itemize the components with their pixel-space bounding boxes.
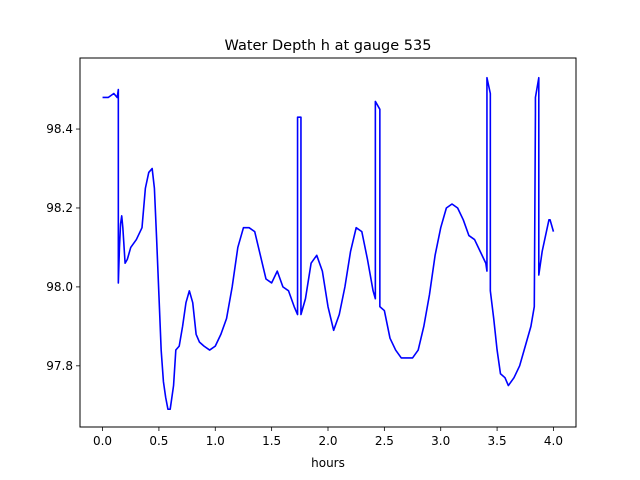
- y-axis: 97.8 98.0 98.2 98.4: [46, 122, 80, 373]
- x-axis: 0.0 0.5 1.0 1.5 2.0 2.5 3.0 3.5 4.0: [93, 427, 563, 448]
- y-tick-label: 98.2: [46, 201, 73, 215]
- y-tick-label: 97.8: [46, 359, 73, 373]
- x-tick-label: 4.0: [544, 434, 563, 448]
- x-tick-label: 3.0: [431, 434, 450, 448]
- x-axis-label: hours: [311, 456, 345, 470]
- x-tick-label: 0.0: [93, 434, 112, 448]
- y-tick-label: 98.4: [46, 122, 73, 136]
- x-tick-label: 2.0: [318, 434, 337, 448]
- series-line: [102, 76, 555, 411]
- plot-area: [79, 57, 577, 428]
- y-tick-label: 98.0: [46, 280, 73, 294]
- x-tick-label: 3.5: [488, 434, 507, 448]
- chart-title: Water Depth h at gauge 535: [225, 38, 432, 54]
- x-tick-label: 0.5: [149, 434, 168, 448]
- x-tick-label: 1.0: [206, 434, 225, 448]
- x-tick-label: 2.5: [375, 434, 394, 448]
- x-tick-label: 1.5: [262, 434, 281, 448]
